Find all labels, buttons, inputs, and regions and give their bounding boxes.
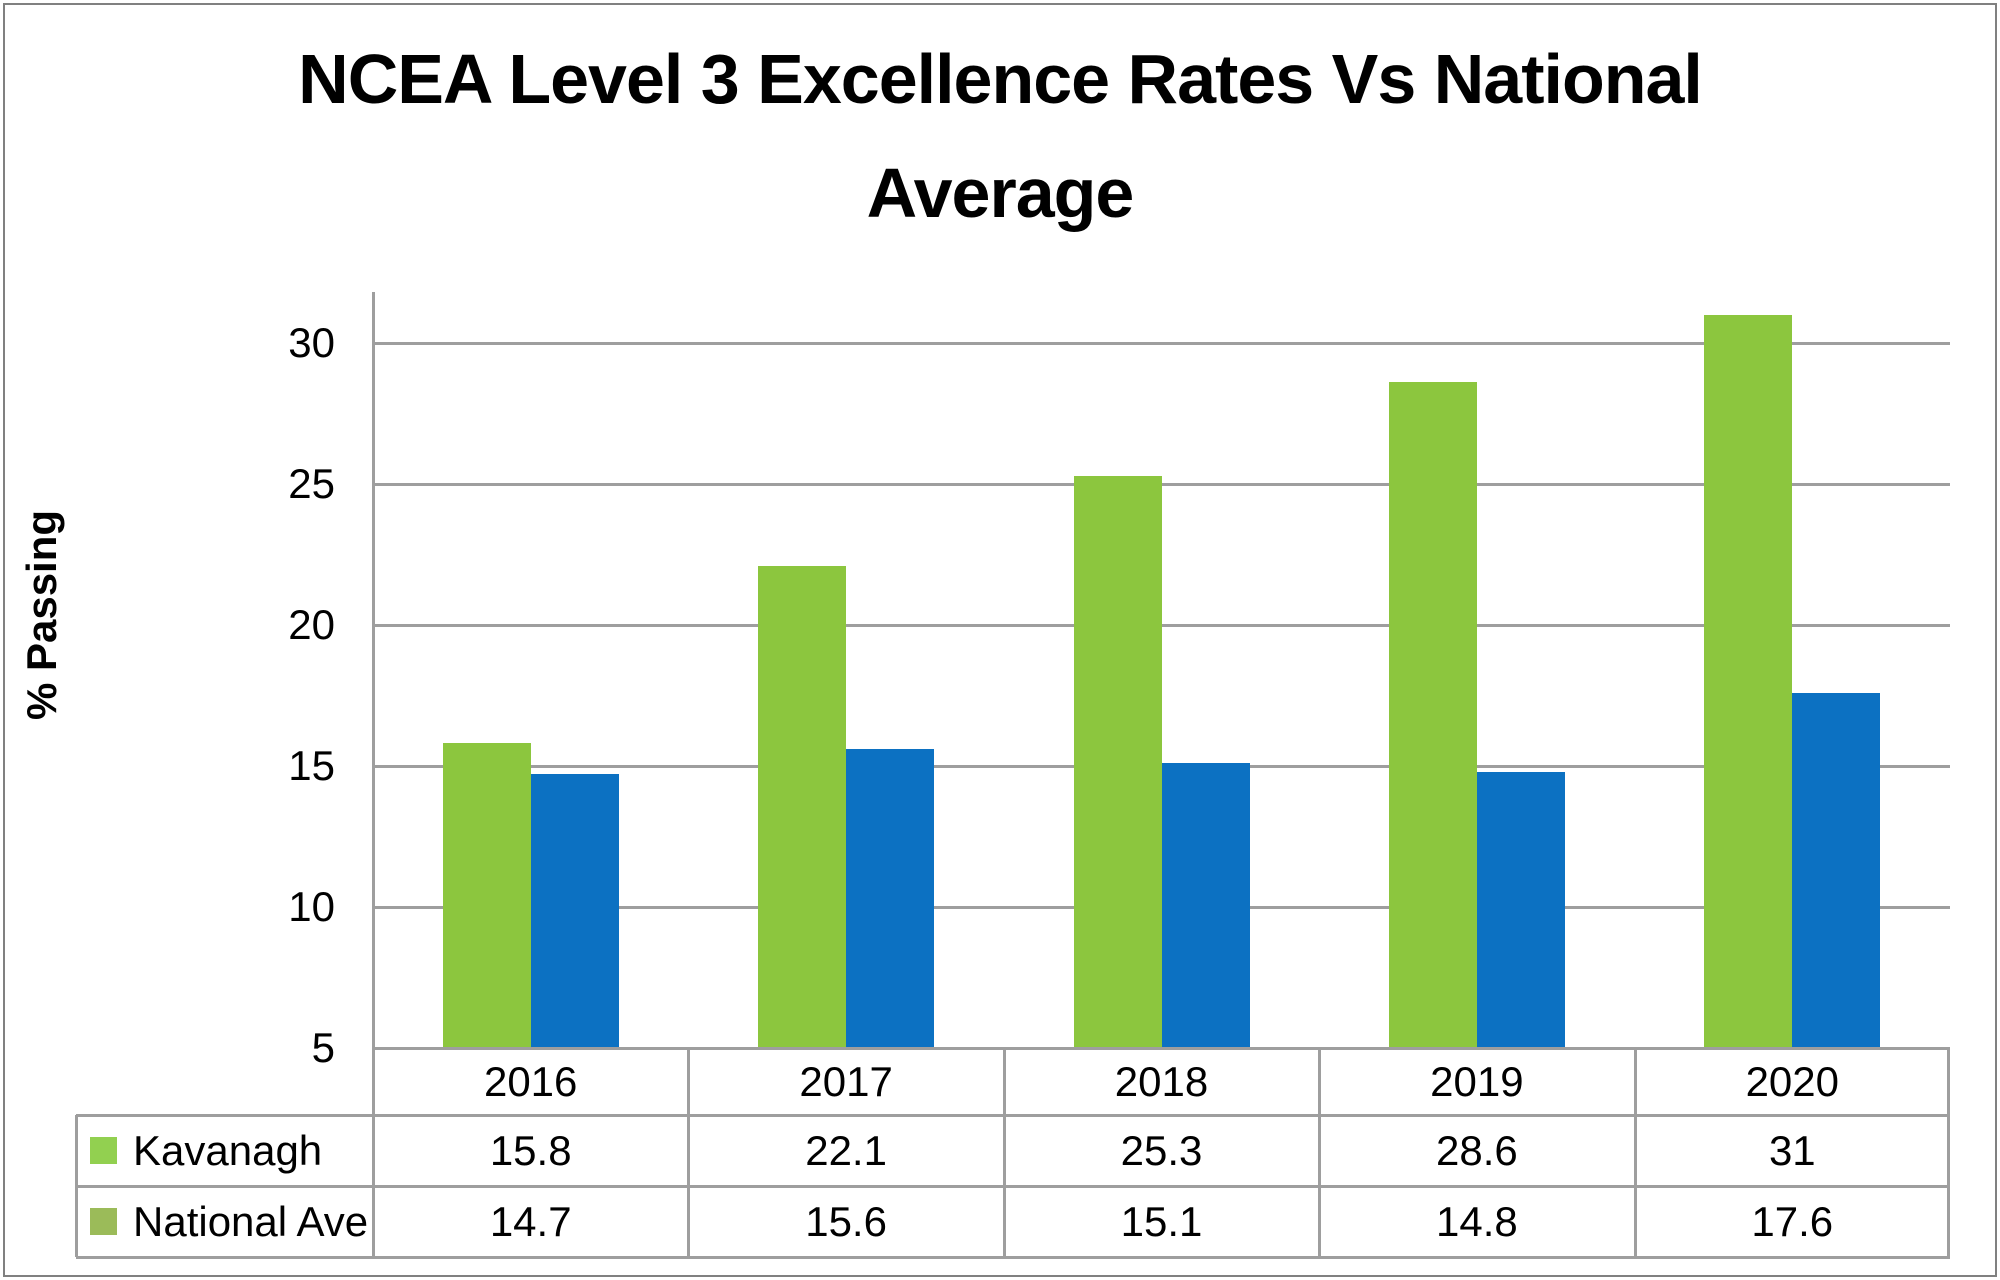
bar-national-ave-2019	[1476, 771, 1565, 1048]
bar-national-ave-2016	[530, 774, 619, 1048]
table-value-kavanagh-2018: 25.3	[1120, 1126, 1203, 1174]
y-axis-title: % Passing	[18, 509, 65, 721]
table-value-national-ave-2017: 15.6	[805, 1197, 887, 1245]
chart-title-line1: NCEA Level 3 Excellence Rates Vs Nationa…	[298, 40, 1703, 118]
y-tick-label-15: 15	[288, 742, 335, 789]
y-tick-label-25: 25	[288, 460, 335, 507]
legend-swatch-kavanagh	[90, 1136, 117, 1164]
table-legend-left-border	[75, 1115, 78, 1257]
table-rule-top	[373, 1047, 1950, 1050]
table-col-border-3	[1318, 1048, 1322, 1257]
table-rule-bottom	[76, 1256, 1950, 1259]
table-col-border-1	[687, 1048, 691, 1257]
table-year-header-2018: 2018	[1114, 1057, 1209, 1105]
y-axis-line	[372, 292, 375, 1049]
legend-label-kavanagh: Kavanagh	[133, 1126, 323, 1174]
table-value-national-ave-2016: 14.7	[489, 1197, 572, 1245]
table-value-kavanagh-2020: 31	[1768, 1126, 1816, 1174]
bar-national-ave-2017	[846, 749, 935, 1048]
plot-area	[373, 292, 1950, 1048]
bar-kavanagh-2017	[758, 565, 847, 1048]
bar-kavanagh-2020	[1704, 314, 1793, 1048]
gridline-30	[373, 342, 1950, 345]
table-rule-under-row1	[76, 1185, 1950, 1188]
table-col-border-4	[1633, 1048, 1637, 1257]
table-year-header-2016: 2016	[483, 1057, 578, 1105]
bar-national-ave-2020	[1792, 692, 1881, 1048]
table-rule-under-years	[76, 1114, 1950, 1117]
gridline-20	[373, 624, 1950, 627]
y-tick-label-5: 5	[311, 1024, 335, 1071]
table-col-border-2	[1002, 1048, 1006, 1257]
table-value-kavanagh-2017: 22.1	[805, 1126, 887, 1174]
y-tick-label-20: 20	[288, 601, 335, 648]
table-year-header-2019: 2019	[1430, 1057, 1524, 1105]
y-tick-label-10: 10	[288, 883, 335, 930]
chart-title: NCEA Level 3 Excellence Rates Vs Nationa…	[0, 22, 2000, 250]
y-tick-label-30: 30	[288, 319, 335, 366]
table-value-national-ave-2020: 17.6	[1751, 1197, 1834, 1245]
gridline-25	[373, 483, 1950, 486]
legend-swatch-national-ave	[90, 1207, 117, 1235]
bar-kavanagh-2018	[1073, 475, 1162, 1048]
bar-kavanagh-2019	[1388, 382, 1477, 1048]
table-value-kavanagh-2019: 28.6	[1436, 1126, 1518, 1174]
table-year-header-2017: 2017	[799, 1057, 893, 1105]
legend-label-national-ave: National Ave	[133, 1197, 369, 1245]
table-col-border-5	[1947, 1048, 1950, 1257]
table-col-border-0	[372, 1048, 375, 1257]
bar-kavanagh-2016	[442, 743, 531, 1048]
table-value-national-ave-2019: 14.8	[1436, 1197, 1518, 1245]
chart-title-line2: Average	[866, 154, 1135, 232]
bar-national-ave-2018	[1161, 763, 1250, 1048]
table-year-header-2020: 2020	[1745, 1057, 1840, 1105]
table-value-national-ave-2018: 15.1	[1120, 1197, 1203, 1245]
table-value-kavanagh-2016: 15.8	[489, 1126, 572, 1174]
